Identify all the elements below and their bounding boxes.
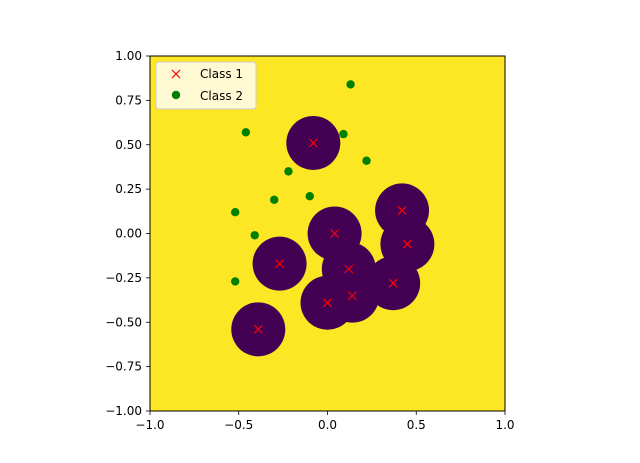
data-markers bbox=[231, 80, 412, 334]
legend-label-class-2: Class 2 bbox=[200, 89, 243, 103]
legend-box bbox=[155, 61, 257, 110]
x-axis-ticks: −1.0 −0.5 0.0 0.5 1.0 bbox=[135, 411, 515, 432]
class-1-point bbox=[253, 324, 263, 334]
y-tick-label: −0.25 bbox=[105, 271, 142, 285]
y-tick-label: 0.25 bbox=[115, 182, 142, 196]
class-1-point bbox=[347, 291, 357, 301]
class-1-point bbox=[323, 298, 332, 308]
legend-marker-class-1 bbox=[171, 69, 181, 79]
y-tick-label: −1.00 bbox=[105, 404, 142, 418]
y-axis-ticks: −1.00 −0.75 −0.50 −0.25 0.00 0.25 0.50 0.75 1.00 bbox=[105, 49, 150, 418]
class-2-point bbox=[231, 208, 240, 217]
class-2-point bbox=[346, 80, 355, 89]
legend: Class 1 Class 2 bbox=[155, 61, 257, 110]
class-2-point bbox=[339, 129, 348, 139]
class-1-point bbox=[402, 239, 412, 249]
class-1-point bbox=[308, 138, 318, 148]
class-2-point bbox=[362, 156, 371, 165]
y-tick-label: −0.75 bbox=[105, 360, 142, 374]
x-tick-label: −0.5 bbox=[224, 418, 253, 432]
class-1-point bbox=[275, 259, 284, 269]
legend-label-class-1: Class 1 bbox=[200, 67, 243, 81]
class-1-point bbox=[397, 206, 407, 215]
class-2-point bbox=[284, 167, 293, 176]
y-tick-label: −0.50 bbox=[105, 315, 142, 329]
x-tick-label: 0.5 bbox=[407, 418, 426, 432]
class-1-point bbox=[388, 278, 398, 288]
class-2-point bbox=[250, 231, 259, 240]
legend-marker-class-2 bbox=[171, 90, 181, 100]
y-tick-label: 1.00 bbox=[115, 49, 142, 63]
class-2-point bbox=[241, 128, 251, 137]
class-2-point bbox=[270, 195, 279, 204]
x-tick-label: −1.0 bbox=[135, 418, 164, 432]
y-tick-label: 0.50 bbox=[115, 138, 142, 152]
class-2-point bbox=[231, 277, 240, 286]
class-2-point bbox=[305, 192, 314, 201]
x-tick-label: 1.0 bbox=[495, 418, 514, 432]
class-1-point bbox=[344, 264, 354, 274]
y-tick-label: 0.75 bbox=[115, 93, 142, 107]
class-1-point bbox=[330, 229, 340, 238]
y-tick-label: 0.00 bbox=[115, 227, 142, 241]
x-tick-label: 0.0 bbox=[318, 418, 337, 432]
